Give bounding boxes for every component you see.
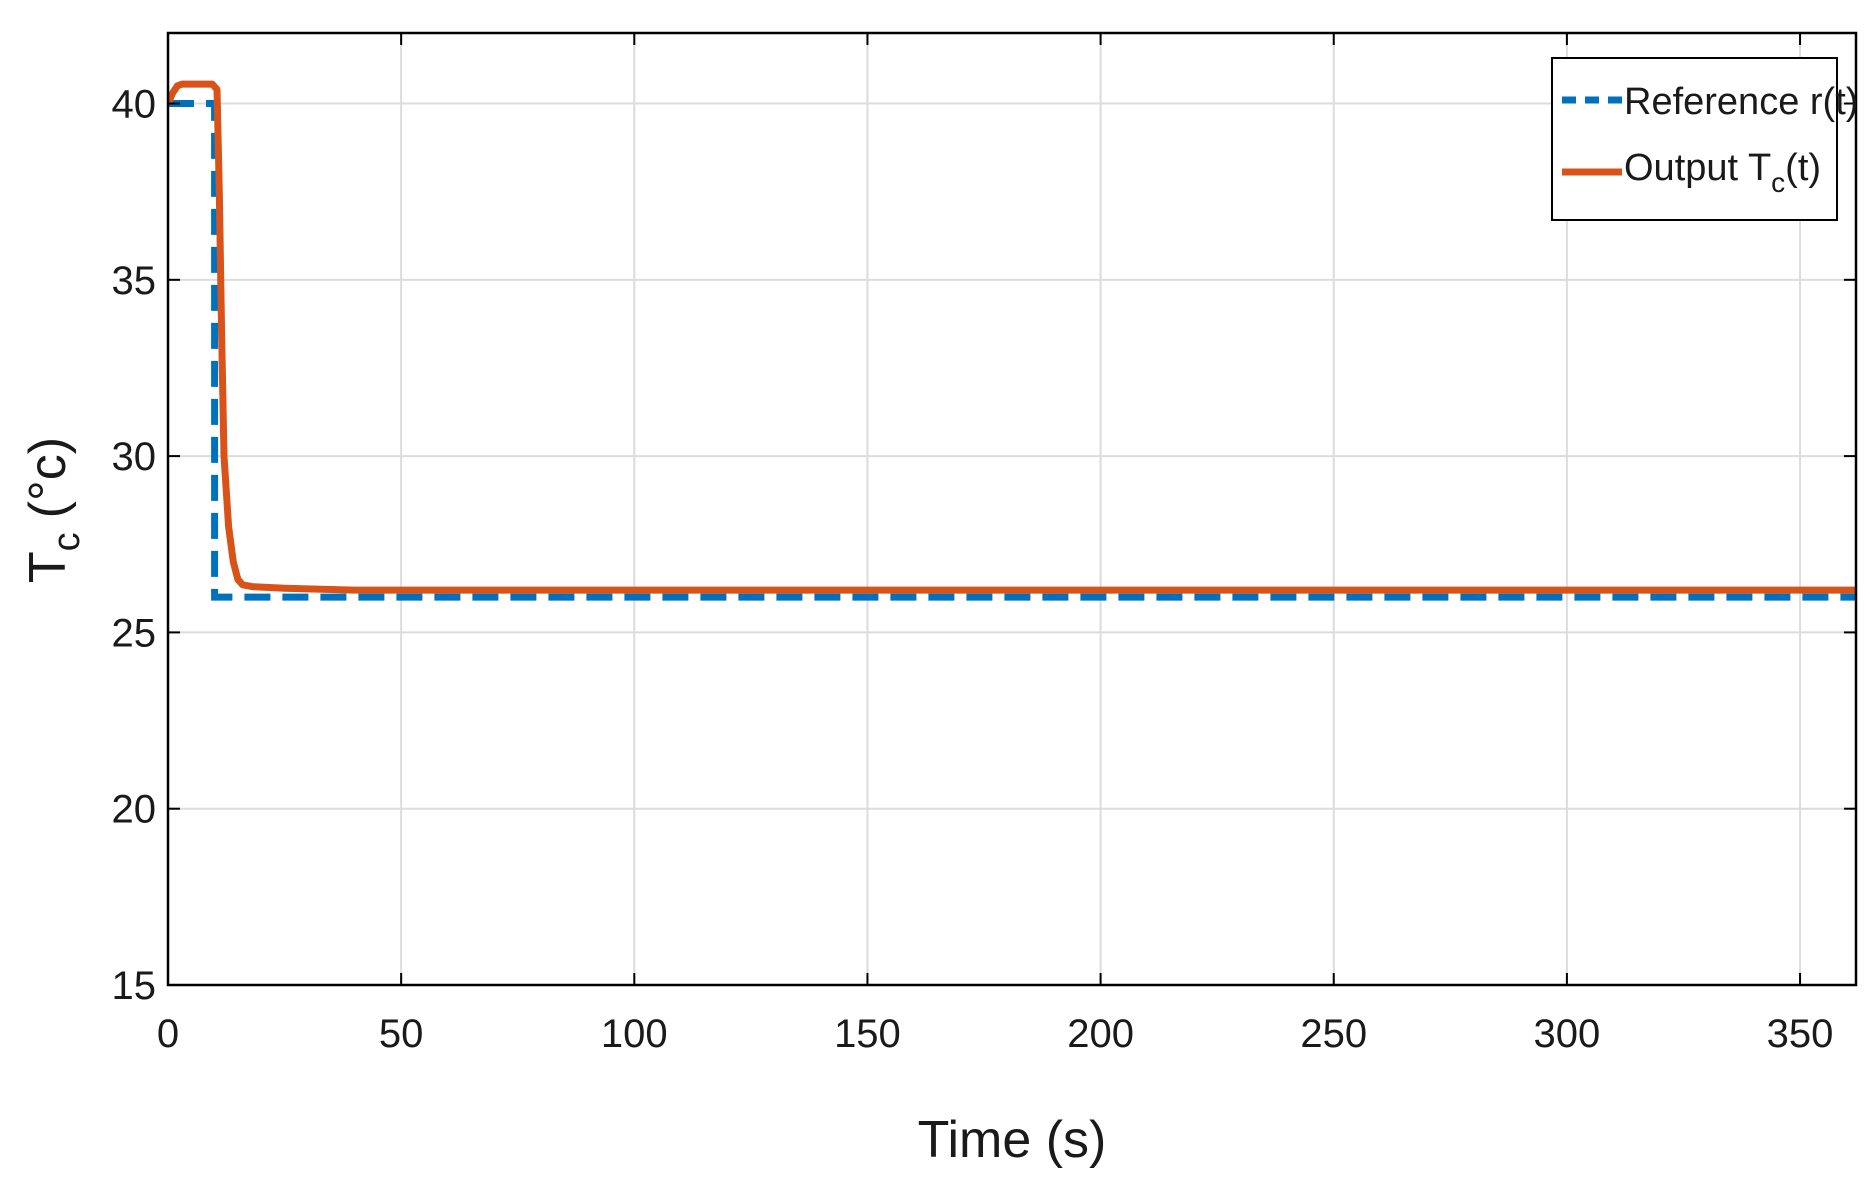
y-tick-label: 40	[112, 83, 157, 127]
x-tick-label: 150	[834, 1012, 901, 1056]
series-output-line	[168, 80, 1856, 594]
y-axis-title-subscript: c	[46, 532, 88, 551]
x-tick-label: 200	[1067, 1012, 1134, 1056]
legend-label-output: Output Tc(t)	[1624, 147, 1821, 198]
x-tick-label: 100	[601, 1012, 668, 1056]
x-axis-title: Time (s)	[918, 1111, 1107, 1169]
y-tick-label: 25	[112, 611, 157, 655]
y-axis-title: Tc (°c)	[19, 437, 88, 583]
y-tick-label: 35	[112, 259, 157, 303]
y-tick-label: 30	[112, 435, 157, 479]
legend: Reference r(t) Output Tc(t)	[1551, 57, 1858, 221]
legend-label-output-subscript: c	[1771, 167, 1785, 198]
x-tick-label: 50	[379, 1012, 424, 1056]
x-tick-label: 350	[1767, 1012, 1834, 1056]
plot-series	[168, 80, 1856, 601]
legend-label-output-tail: (t)	[1785, 147, 1821, 189]
series-reference-line	[168, 100, 1856, 601]
legend-box	[1551, 57, 1838, 221]
legend-label-output-main: Output T	[1624, 147, 1771, 189]
axis-ticks: 0 50 100 150 200 250 300 350 15 20 25 30 35 40	[112, 33, 1856, 1056]
y-axis-title-main: T	[19, 551, 77, 583]
legend-label-reference: Reference r(t)	[1624, 81, 1858, 123]
y-tick-label: 20	[112, 788, 157, 832]
svg-text:Tc(°c): Tc (°c)	[19, 437, 88, 583]
plot-area-frame	[166, 31, 1858, 987]
x-tick-label: 250	[1300, 1012, 1367, 1056]
x-tick-label: 0	[157, 1012, 179, 1056]
y-axis-title-unit: (°c)	[19, 437, 77, 518]
y-tick-label: 15	[112, 964, 157, 1008]
x-tick-label: 300	[1534, 1012, 1601, 1056]
